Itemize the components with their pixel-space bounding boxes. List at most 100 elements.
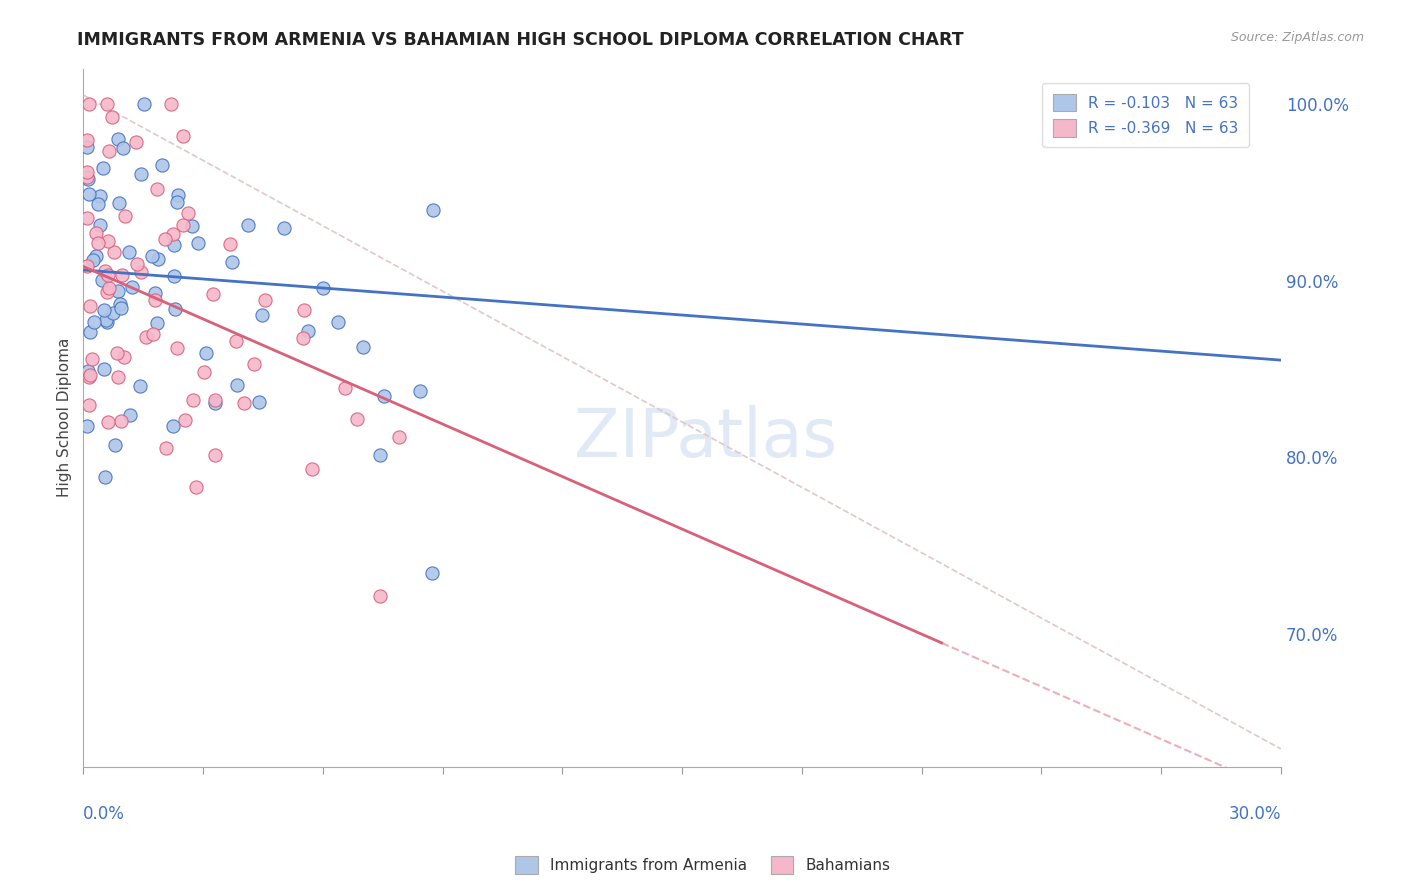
Point (93, 303, 115, 318)
Point (97, 145, 120, 159)
Point (146, 252, 169, 266)
Point (204, 392, 226, 407)
Point (77, 398, 100, 412)
Point (77, 186, 100, 201)
Point (233, 396, 256, 410)
Point (163, 302, 186, 317)
Point (76, 211, 98, 226)
Point (273, 220, 295, 235)
Point (84, 249, 107, 263)
Point (163, 269, 186, 284)
Point (111, 268, 134, 282)
Point (104, 438, 127, 452)
Point (94, 264, 117, 278)
Point (96, 285, 118, 299)
Point (76, 169, 98, 184)
Point (107, 131, 129, 145)
Point (166, 194, 188, 209)
Point (107, 369, 129, 384)
Legend: Immigrants from Armenia, Bahamians: Immigrants from Armenia, Bahamians (509, 850, 897, 880)
Point (121, 279, 143, 293)
Y-axis label: High School Diploma: High School Diploma (58, 338, 72, 497)
Text: IMMIGRANTS FROM ARMENIA VS BAHAMIAN HIGH SCHOOL DIPLOMA CORRELATION CHART: IMMIGRANTS FROM ARMENIA VS BAHAMIAN HIGH… (77, 31, 965, 49)
Text: Source: ZipAtlas.com: Source: ZipAtlas.com (1230, 31, 1364, 45)
Point (172, 219, 194, 233)
Point (221, 255, 243, 269)
Point (112, 350, 135, 364)
Point (163, 238, 186, 252)
Point (93, 361, 115, 376)
Point (204, 449, 226, 463)
Point (125, 136, 148, 150)
Point (352, 340, 374, 354)
Point (172, 129, 194, 144)
Point (79, 325, 101, 339)
Text: 30.0%: 30.0% (1229, 805, 1281, 823)
Point (108, 195, 131, 210)
Point (86, 226, 108, 240)
Point (82, 351, 104, 366)
Point (118, 244, 141, 259)
Point (97, 415, 120, 429)
Point (101, 305, 124, 319)
Point (388, 430, 411, 444)
Point (111, 141, 134, 155)
Point (150, 158, 173, 172)
Point (129, 265, 152, 279)
Point (76, 133, 98, 147)
Point (162, 419, 184, 434)
Point (166, 342, 188, 356)
Point (409, 384, 432, 399)
Point (219, 237, 242, 252)
Point (94, 313, 117, 327)
Point (291, 331, 314, 345)
Point (132, 96, 155, 111)
Point (79, 299, 101, 313)
Point (204, 395, 226, 409)
Point (83, 315, 105, 329)
Point (127, 257, 149, 271)
Point (77, 369, 100, 384)
Point (76, 165, 98, 179)
Point (103, 244, 125, 259)
Legend: R = -0.103   N = 63, R = -0.369   N = 63: R = -0.103 N = 63, R = -0.369 N = 63 (1042, 83, 1250, 147)
Point (107, 284, 129, 298)
Point (76, 418, 98, 433)
Point (135, 330, 157, 344)
Point (250, 309, 273, 323)
Point (98, 281, 121, 295)
Point (243, 357, 266, 371)
Point (247, 394, 270, 409)
Point (114, 210, 136, 224)
Point (77, 172, 100, 186)
Point (202, 287, 225, 301)
Point (422, 202, 444, 217)
Point (420, 566, 443, 580)
Point (108, 297, 131, 311)
Point (79, 96, 101, 111)
Point (174, 413, 197, 427)
Point (96, 315, 118, 329)
Point (91, 161, 114, 175)
Point (101, 110, 124, 124)
Point (326, 315, 349, 329)
Point (87, 197, 110, 211)
Point (96, 96, 118, 111)
Point (146, 182, 169, 196)
Point (128, 379, 150, 393)
Text: 0.0%: 0.0% (83, 805, 125, 823)
Point (155, 441, 177, 455)
Point (254, 293, 277, 307)
Point (181, 393, 204, 408)
Point (162, 227, 184, 241)
Point (177, 206, 200, 220)
Point (195, 345, 218, 359)
Point (129, 167, 152, 181)
Point (180, 219, 202, 233)
Point (141, 249, 163, 263)
Point (97, 268, 120, 283)
Point (193, 365, 215, 379)
Point (145, 316, 167, 330)
Point (238, 218, 260, 232)
Point (312, 281, 335, 295)
